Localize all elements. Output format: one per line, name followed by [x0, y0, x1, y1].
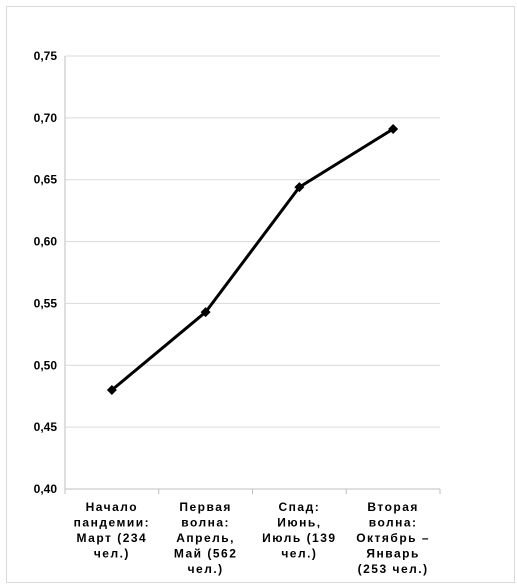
- x-category-label: Вторая волна: Октябрь – Январь (253 чел.): [356, 500, 430, 576]
- data-point-marker: [294, 182, 305, 193]
- y-tick-label: 0,50: [34, 358, 58, 372]
- x-category-label-line: Март (234: [77, 531, 148, 545]
- x-category-label-line: волна:: [369, 516, 418, 530]
- gridlines: [64, 55, 441, 494]
- x-category-label-line: волна:: [181, 516, 230, 530]
- x-category-label-line: Начало: [86, 500, 138, 514]
- x-category-labels: Начало пандемии: Март (234 чел.) Первая волна…: [74, 500, 430, 576]
- data-point-marker: [106, 385, 117, 396]
- y-tick-label: 0,40: [34, 482, 58, 496]
- data-point-marker: [388, 123, 399, 134]
- x-category-label-line: Первая: [179, 500, 232, 514]
- y-tick-label: 0,70: [34, 111, 58, 125]
- x-category-label: Первая волна: Апрель, Май (562 чел.): [174, 500, 238, 576]
- y-tick-label: 0,75: [34, 49, 58, 63]
- x-category-label-line: Апрель,: [176, 531, 235, 545]
- chart-frame: [6, 6, 515, 583]
- x-category-label: Спад: Июнь, Июль (139 чел.): [262, 500, 336, 561]
- x-category-label-line: Июль (139: [262, 531, 336, 545]
- x-category-label-line: Октябрь –: [356, 531, 430, 545]
- x-category-label-line: чел.): [94, 547, 130, 561]
- x-category-label-line: пандемии:: [74, 516, 150, 530]
- data-point-marker: [200, 307, 211, 318]
- x-category-label-line: чел.): [281, 547, 317, 561]
- x-category-label-line: Вторая: [367, 500, 419, 514]
- x-category-label-line: чел.): [188, 562, 224, 576]
- x-category-label-line: Июнь,: [277, 516, 321, 530]
- series-line-path: [110, 127, 394, 392]
- x-category-label-line: Спад:: [279, 500, 321, 514]
- x-category-label: Начало пандемии: Март (234 чел.): [74, 500, 150, 561]
- y-tick-label: 0,55: [34, 296, 58, 310]
- y-tick-label: 0,45: [34, 420, 58, 434]
- y-tick-label: 0,60: [34, 235, 58, 249]
- series-line: [106, 123, 399, 396]
- y-tick-labels: 0,40 0,45 0,50 0,55 0,60 0,65 0,70 0,75: [34, 49, 58, 496]
- x-category-label-line: Май (562: [174, 547, 238, 561]
- y-tick-label: 0,65: [34, 173, 58, 187]
- x-category-label-line: (253 чел.): [358, 562, 429, 576]
- x-category-label-line: Январь: [366, 547, 419, 561]
